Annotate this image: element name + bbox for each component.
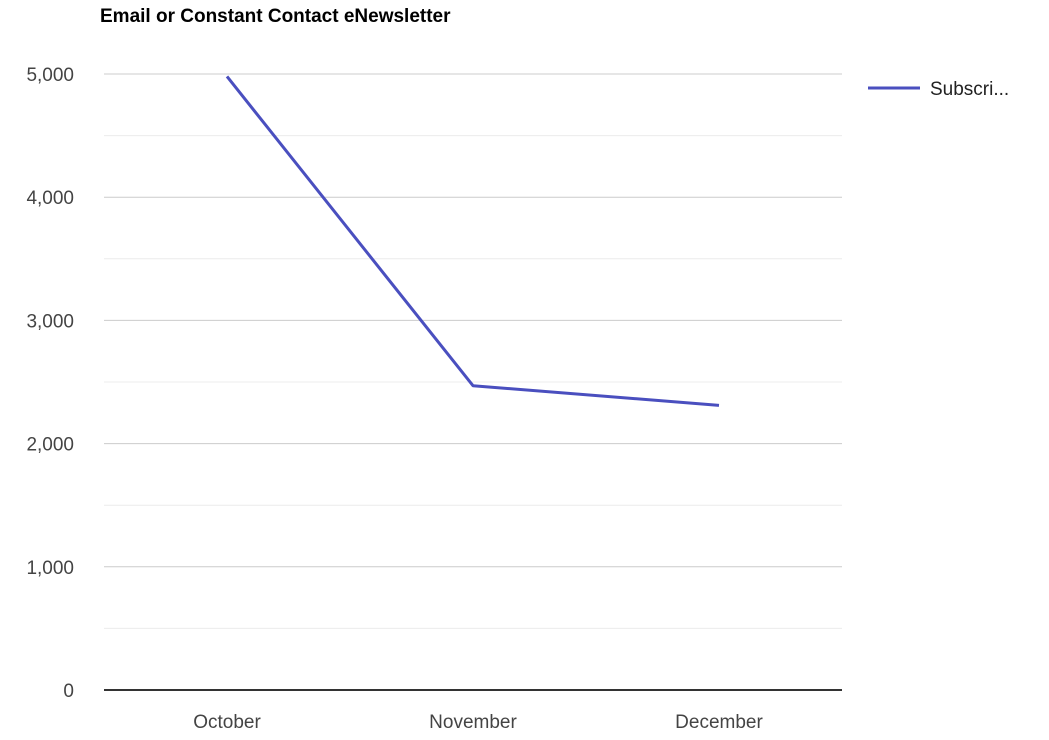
x-tick-label: November	[429, 712, 517, 733]
legend-label: Subscri...	[930, 79, 1009, 100]
y-axis: 0 1,000 2,000 3,000 4,000 5,000	[26, 65, 74, 702]
y-tick-label: 5,000	[26, 65, 74, 86]
x-tick-label: October	[193, 712, 261, 733]
y-tick-label: 2,000	[26, 435, 74, 456]
legend[interactable]: Subscri...	[868, 79, 1009, 100]
y-tick-label: 3,000	[26, 311, 74, 332]
y-tick-label: 1,000	[26, 558, 74, 579]
data-point[interactable]	[716, 402, 722, 408]
x-axis: October November December	[104, 689, 842, 733]
data-point[interactable]	[470, 383, 476, 389]
series-line[interactable]	[225, 75, 720, 407]
grid-lines	[104, 73, 842, 629]
x-tick-label: December	[675, 712, 763, 733]
series-lines	[224, 73, 722, 408]
y-tick-label: 4,000	[26, 188, 74, 209]
data-point[interactable]	[224, 73, 230, 79]
y-tick-label: 0	[63, 681, 74, 702]
chart-title: Email or Constant Contact eNewsletter	[100, 6, 451, 27]
